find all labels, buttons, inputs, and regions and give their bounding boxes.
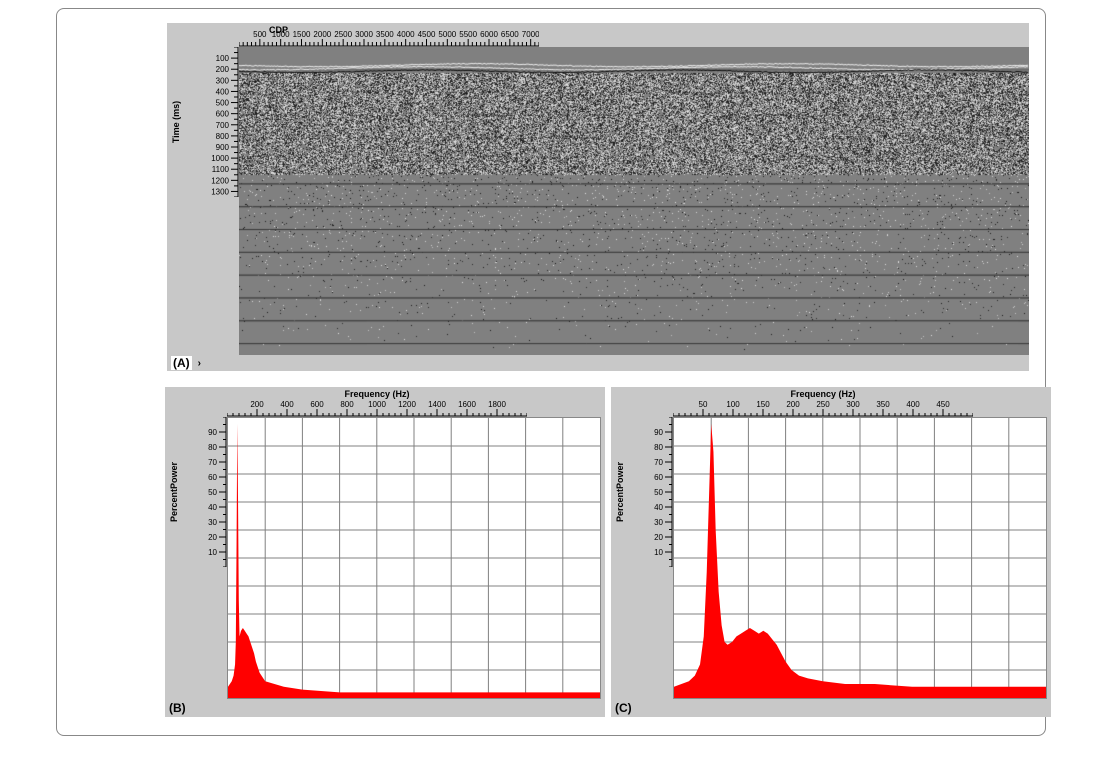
svg-text:300: 300	[846, 400, 860, 409]
svg-text:100: 100	[726, 400, 740, 409]
svg-text:1000: 1000	[272, 30, 290, 39]
panel-b-bottom: (B)	[165, 699, 605, 717]
panel-a-left-axis: Time (ms) 100 200 300 400 500 600 700 800 900 1000…	[167, 47, 239, 197]
svg-text:PercentPower: PercentPower	[615, 461, 625, 522]
svg-text:200: 200	[216, 65, 230, 74]
svg-text:5500: 5500	[459, 30, 477, 39]
svg-text:10: 10	[654, 548, 663, 557]
svg-text:Frequency (Hz): Frequency (Hz)	[344, 389, 409, 399]
panel-a-label: (A)	[171, 356, 192, 370]
svg-text:800: 800	[216, 132, 230, 141]
svg-text:300: 300	[216, 76, 230, 85]
svg-text:400: 400	[280, 400, 294, 409]
svg-text:500: 500	[216, 99, 230, 108]
panel-a-plot	[239, 47, 1029, 355]
svg-text:4500: 4500	[418, 30, 436, 39]
svg-text:400: 400	[906, 400, 920, 409]
svg-text:20: 20	[654, 533, 663, 542]
panel-c-chart-svg	[674, 418, 1046, 698]
panel-a-seismic-section: CDP5001000150020002500300035004000450050…	[167, 23, 1029, 371]
svg-text:1000: 1000	[368, 400, 386, 409]
svg-text:1200: 1200	[398, 400, 416, 409]
svg-text:80: 80	[208, 443, 217, 452]
svg-text:1600: 1600	[458, 400, 476, 409]
svg-text:90: 90	[654, 428, 663, 437]
svg-text:10: 10	[208, 548, 217, 557]
svg-text:700: 700	[216, 121, 230, 130]
svg-text:30: 30	[654, 518, 663, 527]
svg-text:1800: 1800	[488, 400, 506, 409]
svg-text:50: 50	[699, 400, 708, 409]
svg-text:70: 70	[208, 458, 217, 467]
svg-text:40: 40	[208, 503, 217, 512]
svg-text:2500: 2500	[334, 30, 352, 39]
svg-text:40: 40	[654, 503, 663, 512]
panel-b-chart-svg	[228, 418, 600, 698]
svg-text:500: 500	[253, 30, 267, 39]
panel-b-plot	[227, 417, 601, 699]
svg-text:800: 800	[340, 400, 354, 409]
panel-c-spectrum: Frequency (Hz) 50 100 150 200 250 300 350 400 450…	[611, 387, 1051, 717]
svg-text:1200: 1200	[211, 176, 229, 185]
panel-a-bottom: (A) ›	[167, 355, 1029, 371]
svg-text:3000: 3000	[355, 30, 373, 39]
svg-text:900: 900	[216, 143, 230, 152]
panel-c-label: (C)	[615, 701, 632, 715]
svg-text:PercentPower: PercentPower	[169, 461, 179, 522]
svg-text:1000: 1000	[211, 154, 229, 163]
seismic-canvas	[239, 47, 1029, 355]
figure-frame: CDP5001000150020002500300035004000450050…	[56, 8, 1046, 736]
svg-text:50: 50	[654, 488, 663, 497]
svg-text:80: 80	[654, 443, 663, 452]
svg-text:200: 200	[250, 400, 264, 409]
panel-c-left-axis: PercentPower 10 20 30 40 50 60 70 80 90	[611, 417, 673, 567]
svg-text:4000: 4000	[397, 30, 415, 39]
svg-text:70: 70	[654, 458, 663, 467]
panel-a-top-axis: CDP5001000150020002500300035004000450050…	[239, 23, 539, 47]
svg-text:30: 30	[208, 518, 217, 527]
svg-text:600: 600	[310, 400, 324, 409]
panel-c-top-axis: Frequency (Hz) 50 100 150 200 250 300 350 400 450	[673, 387, 973, 417]
svg-text:60: 60	[208, 473, 217, 482]
panel-c-plot	[673, 417, 1047, 699]
svg-text:20: 20	[208, 533, 217, 542]
svg-text:600: 600	[216, 110, 230, 119]
panel-b-top-axis: Frequency (Hz) 200 400 600 800 1000 1200 1400 16…	[227, 387, 527, 417]
svg-text:1500: 1500	[293, 30, 311, 39]
svg-text:400: 400	[216, 87, 230, 96]
panel-b-label: (B)	[169, 701, 186, 715]
svg-text:90: 90	[208, 428, 217, 437]
svg-text:Time (ms): Time (ms)	[171, 101, 181, 143]
svg-text:2000: 2000	[313, 30, 331, 39]
svg-text:100: 100	[216, 54, 230, 63]
panel-b-left-axis: PercentPower 10 20 30 40 50 60 70 80 90	[165, 417, 227, 567]
svg-text:Frequency (Hz): Frequency (Hz)	[790, 389, 855, 399]
svg-text:6500: 6500	[501, 30, 519, 39]
svg-text:6000: 6000	[480, 30, 498, 39]
svg-text:150: 150	[756, 400, 770, 409]
svg-text:1100: 1100	[212, 165, 230, 174]
panel-c-bottom: (C)	[611, 699, 1051, 717]
svg-text:5000: 5000	[438, 30, 456, 39]
panel-b-spectrum: Frequency (Hz) 200 400 600 800 1000 1200 1400 16…	[165, 387, 605, 717]
svg-text:1300: 1300	[211, 187, 229, 196]
svg-text:350: 350	[876, 400, 890, 409]
svg-text:50: 50	[208, 488, 217, 497]
svg-text:7000: 7000	[522, 30, 539, 39]
svg-text:250: 250	[816, 400, 830, 409]
svg-text:450: 450	[936, 400, 950, 409]
svg-text:200: 200	[786, 400, 800, 409]
svg-text:1400: 1400	[428, 400, 446, 409]
svg-text:3500: 3500	[376, 30, 394, 39]
svg-text:60: 60	[654, 473, 663, 482]
